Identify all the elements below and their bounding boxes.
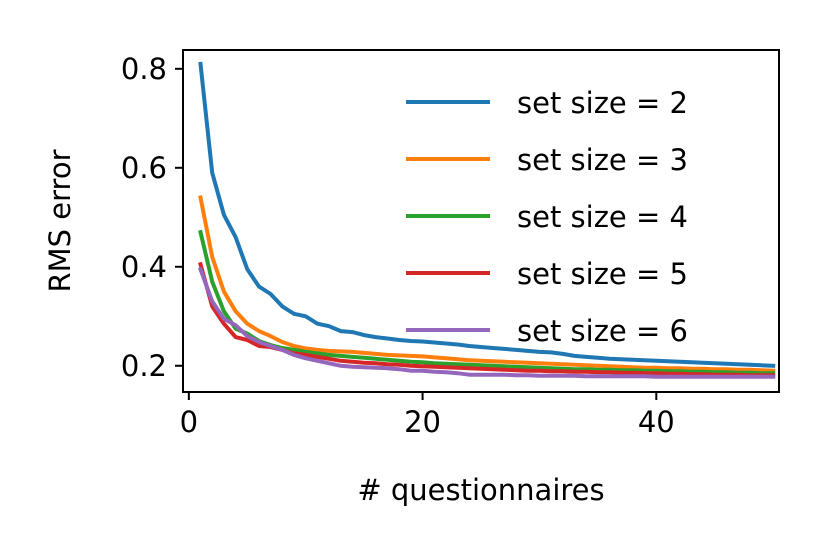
y-axis-label: RMS error (43, 149, 77, 292)
x-tick-label: 40 (638, 405, 675, 439)
y-tick-label: 0.6 (121, 151, 167, 185)
legend-label-2: set size = 3 (517, 143, 688, 177)
y-tick-label: 0.2 (121, 349, 167, 383)
series-line-2 (198, 195, 776, 373)
series-line-1 (198, 61, 776, 368)
x-tick-label: 0 (180, 405, 198, 439)
legend: set size = 2 set size = 3 set size = 4 set … (406, 86, 688, 348)
plot-frame (182, 49, 780, 393)
x-tick-label: 20 (404, 405, 441, 439)
legend-label-3: set size = 4 (517, 200, 688, 234)
series-line-5 (197, 266, 776, 379)
y-tick-label: 0.8 (121, 52, 167, 86)
ticks-layer: 0 20 40 0.2 0.4 0.6 0.8 (121, 52, 675, 439)
series-layer (197, 61, 776, 379)
x-axis-label: # questionnaires (357, 473, 604, 507)
legend-label-1: set size = 2 (517, 86, 688, 120)
series-line-3 (198, 229, 776, 376)
legend-label-4: set size = 5 (517, 257, 688, 291)
y-tick-label: 0.4 (121, 250, 167, 284)
legend-label-5: set size = 6 (517, 314, 688, 348)
